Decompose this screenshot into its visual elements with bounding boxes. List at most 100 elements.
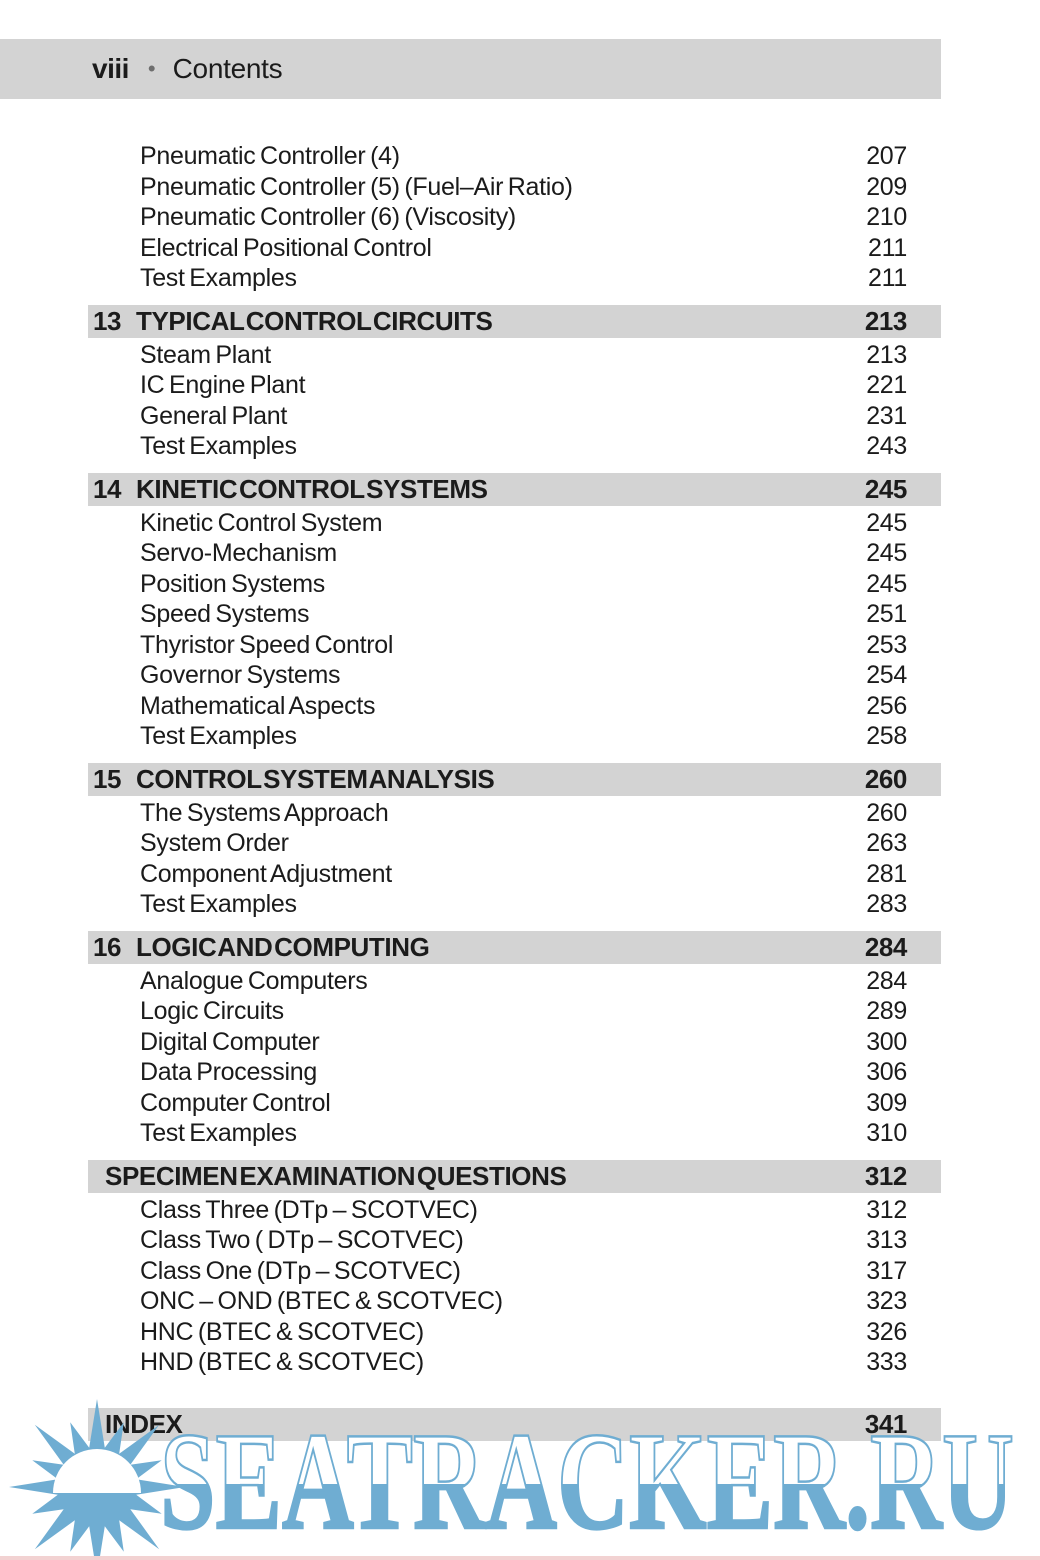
section-number: 14 (93, 473, 122, 504)
toc: Pneumatic Controller (4) 207 Pneumatic C… (88, 139, 941, 1441)
toc-group: 14 KINETIC CONTROL SYSTEMS 245 Kinetic Co… (88, 472, 941, 752)
entry-label: Class Three (DTp – SCOTVEC) (140, 1195, 478, 1224)
section-header: SPECIMEN EXAMINATION QUESTIONS 312 (88, 1159, 941, 1193)
entry-label: Electrical Positional Control (140, 233, 432, 262)
section-page: 245 (864, 473, 908, 504)
entry-label: Data Processing (140, 1058, 317, 1086)
entry-page: 209 (866, 172, 907, 201)
section-number: 15 (93, 763, 122, 794)
section-header: 13 TYPICAL CONTROL CIRCUITS 213 (88, 304, 941, 338)
entry-label: Test Examples (140, 432, 297, 460)
header-title: Contents (172, 53, 283, 84)
entry-page: 213 (866, 340, 907, 369)
section-page: 312 (864, 1160, 908, 1191)
entry-page: 300 (866, 1027, 907, 1056)
entry-page: 207 (866, 142, 907, 170)
entry-label: HNC (BTEC & SCOTVEC) (140, 1317, 424, 1346)
entry-page: 245 (866, 508, 907, 537)
entry-page: 258 (866, 722, 907, 750)
entry-page: 317 (866, 1256, 907, 1285)
toc-entry: Component Adjustment 281 (88, 859, 941, 890)
entry-label: General Plant (140, 401, 287, 430)
toc-entry: Digital Computer 300 (88, 1027, 941, 1058)
toc-entry: Kinetic Control System 245 (88, 508, 941, 539)
toc-entry: Data Processing 306 (88, 1057, 941, 1088)
toc-entry: Pneumatic Controller (6) (Viscosity) 210 (88, 202, 941, 233)
toc-group: 15 CONTROL SYSTEM ANALYSIS 260 The System… (88, 762, 941, 920)
sun-dome (53, 1449, 141, 1493)
toc-group: 13 TYPICAL CONTROL CIRCUITS 213 Steam Pla… (88, 304, 941, 462)
entry-page: 283 (866, 890, 907, 918)
entry-label: IC Engine Plant (140, 371, 306, 399)
entry-page: 253 (866, 630, 907, 659)
photo-edge (0, 1556, 1040, 1560)
toc-entry: Electrical Positional Control 211 (88, 233, 941, 264)
toc-entry: ONC – OND (BTEC & SCOTVEC) 323 (88, 1286, 941, 1317)
entry-label: Speed Systems (140, 600, 310, 628)
toc-entry: IC Engine Plant 221 (88, 370, 941, 401)
toc-entry: System Order 263 (88, 828, 941, 859)
entry-page: 211 (868, 264, 907, 292)
entry-page: 289 (866, 997, 907, 1025)
page-header: viii • Contents (0, 39, 941, 99)
entry-page: 313 (866, 1226, 907, 1254)
section-number: 13 (93, 305, 122, 336)
section-title: TYPICAL CONTROL CIRCUITS (136, 305, 493, 336)
entry-page: 309 (866, 1088, 907, 1117)
section-header: INDEX 341 (88, 1407, 941, 1441)
toc-entry: Governor Systems 254 (88, 660, 941, 691)
entry-page: 231 (866, 401, 907, 430)
toc-entry: Test Examples 258 (88, 721, 941, 752)
entry-page: 323 (866, 1287, 907, 1315)
toc-entry: Test Examples 310 (88, 1118, 941, 1149)
toc-entry: Mathematical Aspects 256 (88, 691, 941, 722)
entry-label: Logic Circuits (140, 997, 284, 1025)
toc-entry: Steam Plant 213 (88, 340, 941, 371)
section-entries: The Systems Approach 260 System Order 26… (88, 798, 941, 920)
entry-label: Servo-Mechanism (140, 539, 337, 567)
entry-label: Pneumatic Controller (4) (140, 142, 400, 170)
entry-label: Computer Control (140, 1088, 331, 1117)
toc-entry: Class One (DTp – SCOTVEC) 317 (88, 1256, 941, 1287)
entry-label: Component Adjustment (140, 859, 392, 888)
toc-entry: The Systems Approach 260 (88, 798, 941, 829)
section-entries: Analogue Computers 284 Logic Circuits 28… (88, 966, 941, 1149)
toc-entry: Speed Systems 251 (88, 599, 941, 630)
entry-page: 284 (866, 966, 907, 995)
section-page: 341 (864, 1408, 908, 1439)
entry-page: 245 (866, 539, 907, 567)
entry-page: 245 (866, 569, 907, 598)
entry-page: 333 (866, 1348, 907, 1376)
entry-label: Test Examples (140, 1119, 297, 1147)
entry-label: Governor Systems (140, 661, 341, 689)
entry-label: Pneumatic Controller (5) (Fuel–Air Ratio… (140, 172, 573, 201)
toc-entry: Position Systems 245 (88, 569, 941, 600)
entry-label: System Order (140, 829, 289, 857)
entry-page: 306 (866, 1058, 907, 1086)
toc-entry: General Plant 231 (88, 401, 941, 432)
entry-label: Position Systems (140, 569, 325, 598)
entry-label: Test Examples (140, 890, 297, 918)
entry-page: 260 (866, 798, 907, 827)
entry-label: Test Examples (140, 264, 297, 292)
watermark-text-svg: SEATRACKER.RU (160, 1428, 1015, 1546)
toc-entry: Test Examples 211 (88, 263, 941, 294)
section-title: LOGIC AND COMPUTING (136, 931, 430, 962)
toc-entry: HNC (BTEC & SCOTVEC) 326 (88, 1317, 941, 1348)
entry-page: 326 (866, 1317, 907, 1346)
toc-entry: Class Two ( DTp – SCOTVEC) 313 (88, 1225, 941, 1256)
toc-entry: Thyristor Speed Control 253 (88, 630, 941, 661)
section-header: 16 LOGIC AND COMPUTING 284 (88, 930, 941, 964)
section-title: SPECIMEN EXAMINATION QUESTIONS (105, 1160, 567, 1191)
toc-entry: Class Three (DTp – SCOTVEC) 312 (88, 1195, 941, 1226)
toc-entry: HND (BTEC & SCOTVEC) 333 (88, 1347, 941, 1378)
entry-page: 312 (866, 1195, 907, 1224)
entry-label: Class Two ( DTp – SCOTVEC) (140, 1226, 464, 1254)
entry-page: 251 (866, 600, 907, 628)
entry-page: 256 (866, 691, 907, 720)
entry-label: The Systems Approach (140, 798, 389, 827)
entry-page: 211 (868, 233, 907, 262)
toc-entry: Computer Control 309 (88, 1088, 941, 1119)
entry-label: Steam Plant (140, 340, 271, 369)
